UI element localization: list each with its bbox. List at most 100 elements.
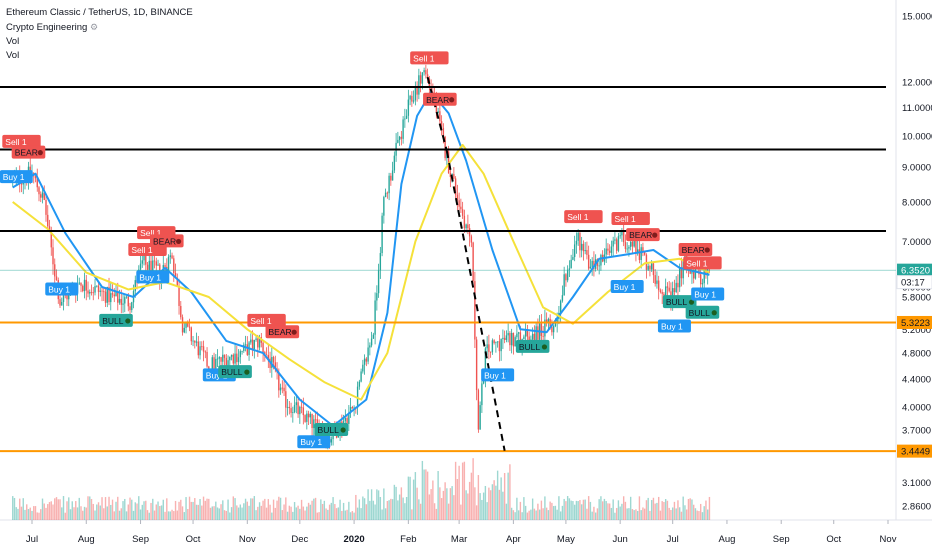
signal-bear-tag xyxy=(11,145,46,159)
signal-buy-tag xyxy=(481,368,515,382)
volume-bar xyxy=(232,496,235,520)
volume-bar xyxy=(162,499,164,520)
candle-body xyxy=(272,357,275,363)
candle-body xyxy=(122,303,124,305)
volume-bar xyxy=(307,502,310,520)
volume-bar xyxy=(612,499,614,520)
candle-body xyxy=(173,258,175,274)
candle-body xyxy=(516,333,518,338)
candle-body xyxy=(633,239,635,247)
indicator-vol-1[interactable]: Vol xyxy=(6,36,20,47)
candle-body xyxy=(47,214,49,227)
candle-body xyxy=(183,327,185,333)
volume-bar xyxy=(391,499,394,520)
volume-bar xyxy=(323,500,326,520)
candle-body xyxy=(379,253,382,271)
volume-bar xyxy=(409,476,411,520)
signal-sell-tag xyxy=(564,210,603,224)
volume-bar xyxy=(685,509,688,520)
candle-body xyxy=(167,256,170,271)
x-tick-label: May xyxy=(557,534,575,545)
volume-bar xyxy=(607,503,609,520)
candle-body xyxy=(267,355,270,359)
signal-sell-tag xyxy=(410,51,449,65)
x-tick-label: Sep xyxy=(773,534,790,545)
volume-bar xyxy=(624,501,627,520)
volume-bar xyxy=(248,505,250,520)
volume-bar xyxy=(535,510,537,520)
candle-body xyxy=(367,347,369,362)
candle-body xyxy=(439,111,441,122)
candle-body xyxy=(155,261,157,266)
volume-bar xyxy=(566,496,569,520)
volume-bar xyxy=(52,504,54,520)
candle-body xyxy=(286,406,289,408)
volume-bar xyxy=(402,497,404,520)
signal-sell-tag xyxy=(683,256,722,270)
volume-bar xyxy=(285,497,287,520)
volume-bar xyxy=(701,512,704,520)
volume-bar xyxy=(167,511,170,520)
candle-body xyxy=(563,274,565,296)
volume-bar xyxy=(446,488,448,520)
signal-bear-label: BEAR xyxy=(153,236,176,246)
price-axis-tag xyxy=(897,444,932,458)
candle-body xyxy=(194,340,196,343)
volume-bar xyxy=(253,496,256,520)
signal-buy-tag xyxy=(691,287,725,301)
candle-body xyxy=(87,290,89,294)
volume-bar xyxy=(318,512,320,520)
volume-bar xyxy=(691,499,693,520)
candle-body xyxy=(358,381,361,387)
candle-body xyxy=(419,75,422,84)
dashed-trendline-upper xyxy=(426,76,448,152)
candle-body xyxy=(230,354,233,357)
volume-bar xyxy=(703,506,705,520)
candle-body xyxy=(306,413,308,422)
volume-bar xyxy=(383,488,385,520)
signal-bear-tag xyxy=(265,325,300,339)
volume-bar xyxy=(460,504,462,520)
candle-body xyxy=(220,357,222,362)
candle-body xyxy=(59,299,61,306)
candle-body xyxy=(668,287,670,292)
volume-bar xyxy=(558,496,560,520)
candle-body xyxy=(398,136,401,140)
x-tick-label: Dec xyxy=(291,534,308,545)
candle-body xyxy=(285,391,287,408)
candle-body xyxy=(274,362,277,369)
candle-body xyxy=(531,333,534,340)
candle-body xyxy=(148,260,150,270)
volume-bar xyxy=(514,512,516,520)
indicator-crypto-engineering[interactable]: Crypto Engineering ⚙ xyxy=(6,20,193,35)
settings-icon[interactable]: ⚙ xyxy=(89,22,99,32)
volume-bar xyxy=(500,477,502,520)
volume-bar xyxy=(545,507,548,520)
volume-bar xyxy=(288,505,291,520)
candle-body xyxy=(125,296,128,298)
volume-bar xyxy=(225,510,228,520)
volume-bar xyxy=(705,500,707,520)
candle-body xyxy=(416,87,418,95)
volume-bar xyxy=(187,509,189,520)
candle-body xyxy=(699,274,702,285)
candle-body xyxy=(127,296,129,307)
volume-bar xyxy=(477,475,480,520)
candle-body xyxy=(460,206,462,210)
symbol-title[interactable]: Ethereum Classic / TetherUS, 1D, BINANCE xyxy=(6,7,193,18)
volume-bar xyxy=(141,504,143,520)
candle-body xyxy=(514,337,516,347)
volume-bar xyxy=(626,508,628,520)
signal-bear-label: BEAR xyxy=(269,327,292,337)
signal-sell-label: Sell 1 xyxy=(567,212,589,222)
indicator-vol-2[interactable]: Vol xyxy=(6,50,20,61)
signal-bull-label: BULL xyxy=(689,308,711,318)
volume-bar xyxy=(295,507,298,520)
volume-bar xyxy=(377,490,380,520)
volume-bar xyxy=(680,511,683,520)
signal-buy-label: Buy 1 xyxy=(3,172,25,182)
volume-bar xyxy=(600,496,602,520)
volume-bar xyxy=(87,496,89,520)
